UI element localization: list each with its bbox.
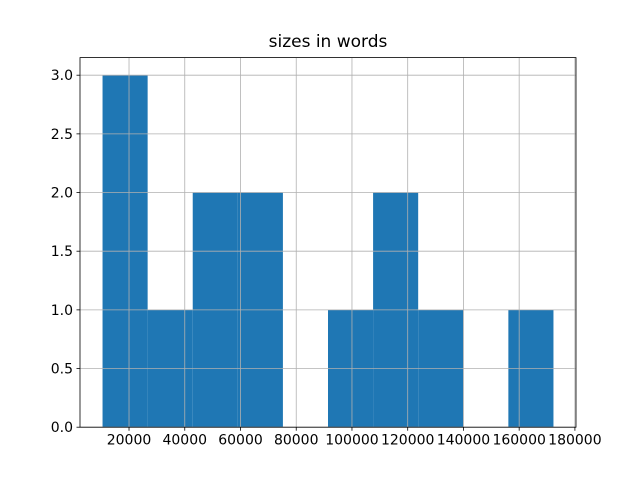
chart-title: sizes in words [268,32,388,52]
axes-spines [79,57,577,428]
y-tick-label-2: 1.0 [51,303,73,319]
x-tick-label-2: 60000 [218,433,263,449]
x-tick-label-1: 40000 [162,433,207,449]
x-tick-label-6: 140000 [437,433,490,449]
y-tick-label-3: 1.5 [51,244,73,260]
x-tick-label-8: 180000 [548,433,601,449]
y-tick-label-1: 0.5 [51,362,73,378]
x-tick-label-5: 120000 [381,433,434,449]
x-tick-label-4: 100000 [325,433,378,449]
y-tick-label-0: 0.0 [51,420,73,436]
x-tick-label-7: 160000 [492,433,545,449]
x-tick-label-3: 80000 [274,433,319,449]
y-tick-label-5: 2.5 [51,127,73,143]
y-tick-label-4: 2.0 [51,186,73,202]
x-tick-label-0: 20000 [107,433,152,449]
y-tick-label-6: 3.0 [51,68,73,84]
